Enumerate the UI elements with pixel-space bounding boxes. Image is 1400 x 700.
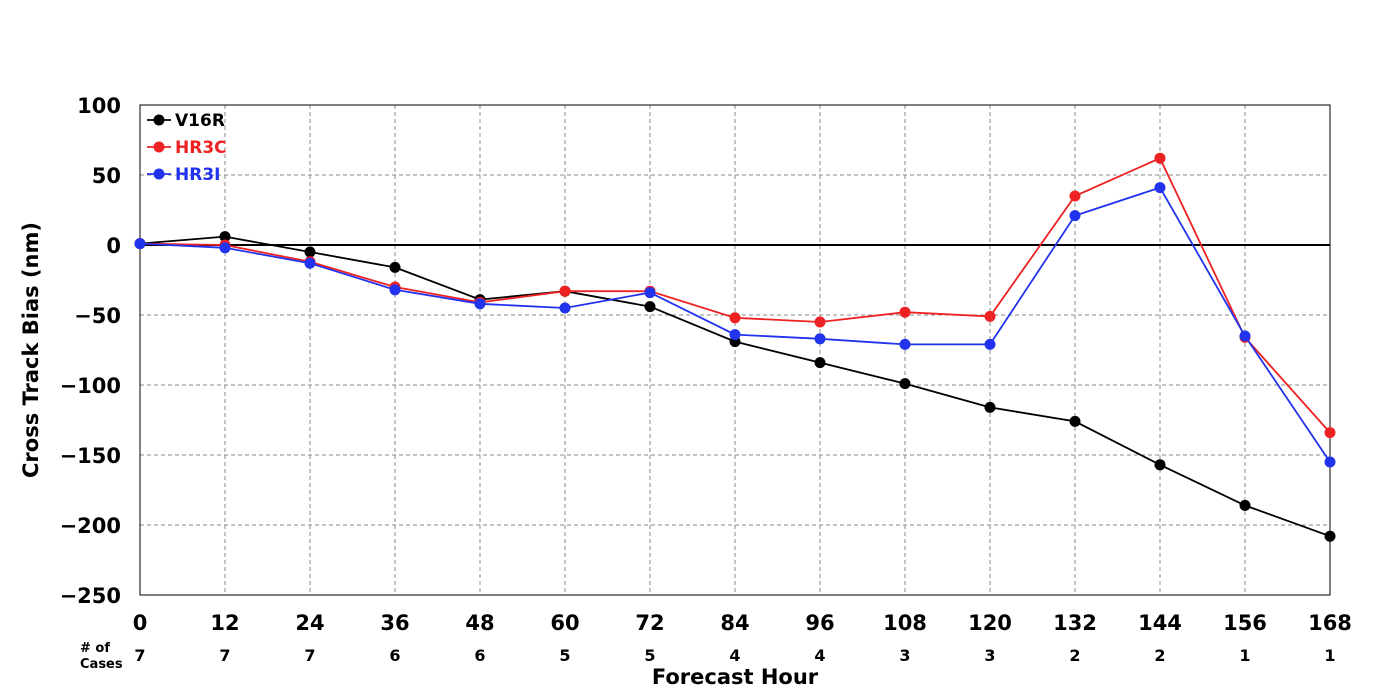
- case-count: 7: [134, 646, 145, 665]
- y-tick-label: 0: [106, 234, 121, 258]
- case-count: 6: [389, 646, 400, 665]
- legend-label: HR3I: [175, 165, 220, 185]
- x-tick-label: 24: [295, 611, 324, 635]
- data-point-hr3c: [559, 285, 571, 297]
- legend-item-v16r: V16R: [147, 111, 225, 131]
- series-hr3i: [134, 182, 1336, 468]
- grid: [140, 105, 1330, 595]
- data-point-hr3i: [1324, 456, 1336, 468]
- data-point-hr3i: [1069, 210, 1081, 222]
- x-tick-label: 108: [883, 611, 927, 635]
- case-count: 3: [899, 646, 910, 665]
- y-tick-label: −250: [60, 584, 121, 608]
- y-tick-label: −200: [60, 514, 121, 538]
- data-point-hr3i: [304, 257, 316, 269]
- x-tick-label: 12: [210, 611, 239, 635]
- x-axis-title: Forecast Hour: [652, 665, 819, 689]
- data-point-hr3i: [134, 238, 146, 250]
- data-point-hr3c: [814, 316, 826, 328]
- legend-label: HR3C: [175, 138, 227, 158]
- x-tick-label: 0: [133, 611, 148, 635]
- cases-label-line-2: Cases: [80, 657, 123, 672]
- y-tick-label: 50: [92, 164, 121, 188]
- data-point-v16r: [1154, 459, 1166, 471]
- case-count: 2: [1069, 646, 1080, 665]
- data-point-hr3c: [1154, 152, 1166, 164]
- case-count: 3: [984, 646, 995, 665]
- legend-label: V16R: [175, 111, 225, 131]
- data-point-hr3i: [644, 287, 656, 299]
- x-tick-labels: 0 12 24 36 48 60 72 84 96 108 120 132 144 156 168: [133, 611, 1352, 635]
- data-point-hr3i: [729, 329, 741, 341]
- legend: V16R HR3C HR3I: [147, 111, 227, 185]
- x-tick-label: 48: [465, 611, 494, 635]
- x-tick-label: 120: [968, 611, 1012, 635]
- y-tick-label: −100: [60, 374, 121, 398]
- x-tick-label: 36: [380, 611, 409, 635]
- data-point-hr3c: [729, 312, 741, 324]
- case-count: 5: [644, 646, 655, 665]
- case-count: 1: [1239, 646, 1250, 665]
- legend-item-hr3c: HR3C: [147, 138, 227, 158]
- x-tick-label: 72: [635, 611, 664, 635]
- legend-marker: [153, 168, 165, 180]
- data-point-v16r: [899, 378, 911, 390]
- data-point-v16r: [219, 231, 231, 243]
- cases-label-line-1: # of: [80, 641, 110, 656]
- legend-marker: [153, 141, 165, 153]
- data-point-v16r: [389, 261, 401, 273]
- case-count: 7: [219, 646, 230, 665]
- x-tick-label: 132: [1053, 611, 1097, 635]
- case-count: 7: [304, 646, 315, 665]
- case-count: 5: [559, 646, 570, 665]
- data-point-v16r: [984, 401, 996, 413]
- case-count: 6: [474, 646, 485, 665]
- data-point-hr3i: [219, 242, 231, 254]
- legend-item-hr3i: HR3I: [147, 165, 220, 185]
- data-point-hr3i: [474, 298, 486, 310]
- y-tick-labels: 100 50 0 −50 −100 −150 −200 −250: [60, 94, 121, 608]
- case-count: 4: [729, 646, 740, 665]
- x-tick-label: 144: [1138, 611, 1182, 635]
- plot-frame: [139, 104, 1331, 596]
- x-tick-label: 168: [1308, 611, 1352, 635]
- x-tick-label: 156: [1223, 611, 1267, 635]
- y-tick-label: −50: [74, 304, 121, 328]
- data-point-v16r: [1239, 499, 1251, 511]
- data-point-hr3c: [984, 310, 996, 322]
- data-point-v16r: [1069, 415, 1081, 427]
- x-tick-label: 60: [550, 611, 579, 635]
- y-axis-title: Cross Track Bias (nm): [19, 222, 43, 478]
- data-point-hr3i: [984, 338, 996, 350]
- data-point-hr3i: [1154, 182, 1166, 194]
- x-tick-label: 84: [720, 611, 749, 635]
- data-point-hr3i: [814, 333, 826, 345]
- case-counts: 7 7 7 6 6 5 5 4 4 3 3 2 2 1 1: [134, 646, 1335, 665]
- y-tick-label: −150: [60, 444, 121, 468]
- data-point-hr3c: [899, 306, 911, 318]
- y-tick-label: 100: [77, 94, 121, 118]
- data-point-hr3c: [1324, 427, 1336, 439]
- case-count: 4: [814, 646, 825, 665]
- case-count: 1: [1324, 646, 1335, 665]
- data-point-hr3i: [389, 284, 401, 296]
- data-point-hr3i: [899, 338, 911, 350]
- data-point-v16r: [1324, 530, 1336, 542]
- data-point-hr3i: [559, 302, 571, 314]
- data-point-hr3c: [1069, 190, 1081, 202]
- case-count: 2: [1154, 646, 1165, 665]
- legend-marker: [153, 114, 165, 126]
- data-point-v16r: [814, 357, 826, 369]
- series-layer: [134, 152, 1336, 542]
- x-tick-label: 96: [805, 611, 834, 635]
- data-point-v16r: [644, 301, 656, 313]
- data-point-hr3i: [1239, 330, 1251, 342]
- data-point-v16r: [304, 246, 316, 258]
